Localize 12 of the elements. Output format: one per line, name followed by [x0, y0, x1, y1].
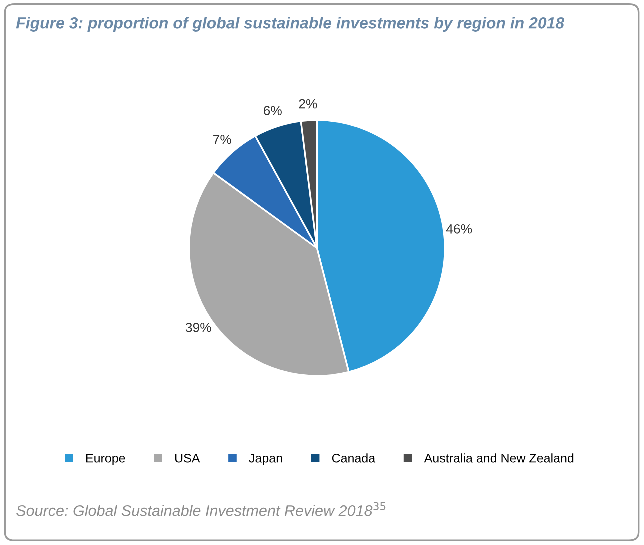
legend-label: Japan [249, 454, 282, 466]
data-label: 6% [264, 106, 282, 116]
data-label: 46% [446, 224, 472, 234]
chart-title: Figure 3: proportion of global sustainable investments by region in 2018 [16, 17, 565, 32]
legend-label: Europe [86, 454, 126, 466]
data-label: 39% [186, 323, 212, 332]
legend-label: USA [175, 454, 200, 463]
legend-label: Australia and New Zealand [424, 454, 574, 463]
data-label: 2% [299, 99, 318, 109]
data-label: 7% [214, 134, 232, 144]
legend-label: Canada [332, 454, 376, 463]
source-note: Source: Global Sustainable Investment Review 2018$^{35}$ [16, 502, 386, 516]
